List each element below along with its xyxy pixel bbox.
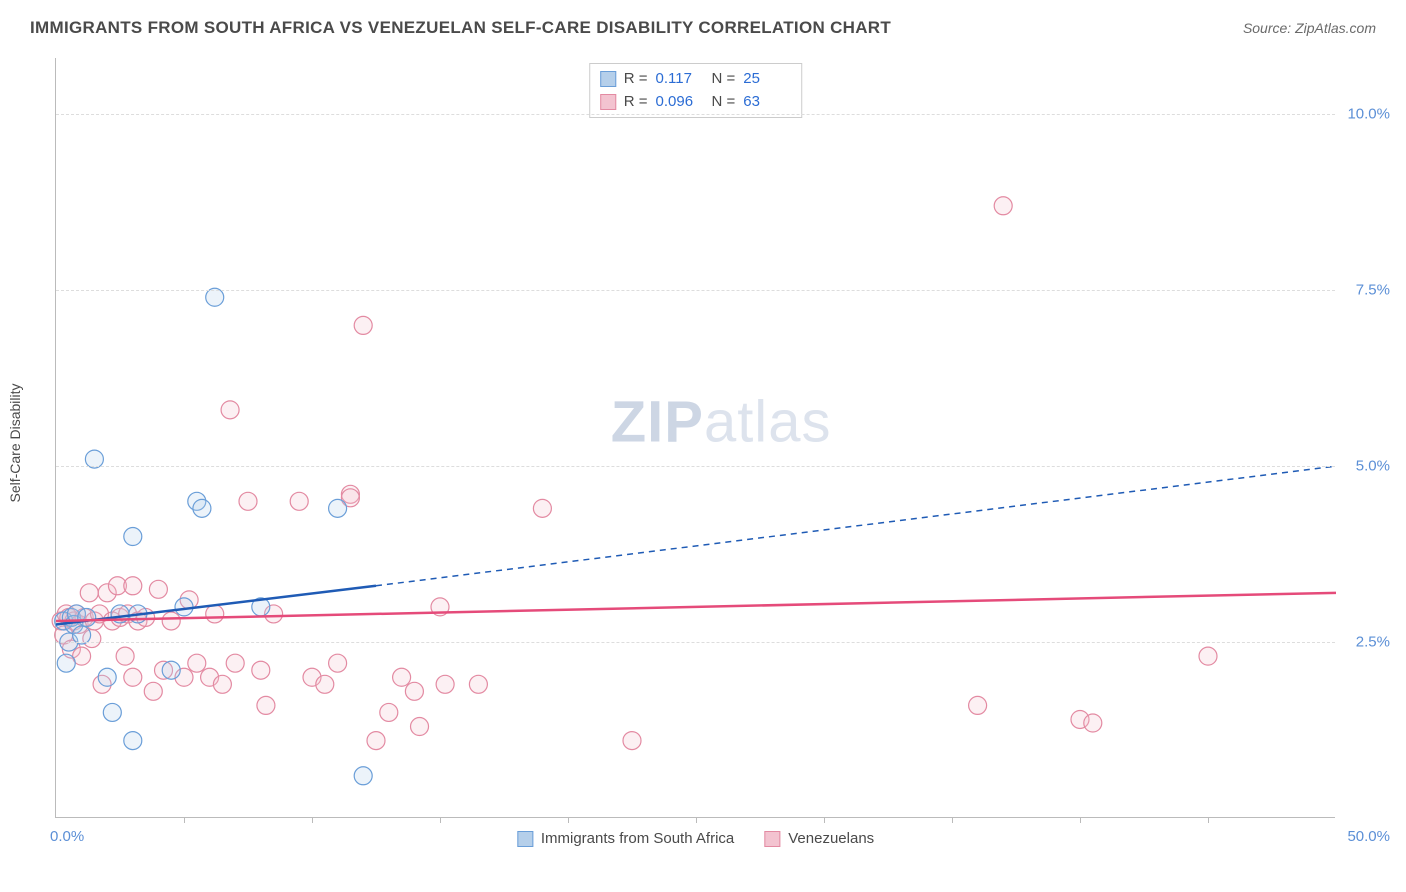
y-tick-label: 10.0% bbox=[1340, 106, 1390, 123]
source-attribution: Source: ZipAtlas.com bbox=[1243, 20, 1376, 36]
legend-swatch bbox=[517, 831, 533, 847]
scatter-point bbox=[162, 661, 180, 679]
legend-swatch bbox=[764, 831, 780, 847]
scatter-point bbox=[206, 605, 224, 623]
x-tick-mark bbox=[696, 817, 697, 823]
legend-label: Immigrants from South Africa bbox=[541, 830, 734, 847]
legend-item: Immigrants from South Africa bbox=[517, 830, 734, 847]
scatter-point bbox=[257, 696, 275, 714]
chart-container: Self-Care Disability ZIPatlas R = 0.117N… bbox=[55, 58, 1375, 828]
scatter-point bbox=[98, 668, 116, 686]
scatter-point bbox=[124, 577, 142, 595]
scatter-point bbox=[103, 703, 121, 721]
scatter-point bbox=[124, 528, 142, 546]
source-prefix: Source: bbox=[1243, 20, 1295, 36]
series-legend: Immigrants from South Africa Venezuelans bbox=[517, 830, 874, 847]
legend-item: Venezuelans bbox=[764, 830, 874, 847]
x-tick-mark bbox=[568, 817, 569, 823]
stat-r-label: R = bbox=[624, 68, 648, 91]
trend-line-dashed bbox=[376, 466, 1336, 586]
gridline bbox=[56, 290, 1335, 291]
scatter-svg bbox=[56, 58, 1336, 818]
y-tick-label: 2.5% bbox=[1340, 634, 1390, 651]
scatter-point bbox=[213, 675, 231, 693]
scatter-point bbox=[1199, 647, 1217, 665]
scatter-point bbox=[411, 718, 429, 736]
x-tick-mark bbox=[1208, 817, 1209, 823]
stats-legend: R = 0.117 N = 25 R = 0.096 N = 63 bbox=[589, 63, 803, 118]
y-axis-label: Self-Care Disability bbox=[7, 383, 23, 502]
scatter-point bbox=[405, 682, 423, 700]
scatter-point bbox=[623, 732, 641, 750]
stat-n-value: 63 bbox=[743, 91, 791, 114]
scatter-point bbox=[239, 492, 257, 510]
scatter-point bbox=[994, 197, 1012, 215]
stat-n-label: N = bbox=[712, 91, 736, 114]
scatter-point bbox=[80, 584, 98, 602]
x-tick-mark bbox=[440, 817, 441, 823]
scatter-point bbox=[162, 612, 180, 630]
scatter-point bbox=[533, 499, 551, 517]
scatter-point bbox=[252, 661, 270, 679]
stats-legend-row: R = 0.117 N = 25 bbox=[600, 68, 792, 91]
plot-area: ZIPatlas R = 0.117N = 25R = 0.096N = 63 … bbox=[55, 58, 1335, 818]
stat-n-label: N = bbox=[712, 68, 736, 91]
x-tick-mark bbox=[1080, 817, 1081, 823]
gridline bbox=[56, 114, 1335, 115]
scatter-point bbox=[316, 675, 334, 693]
trend-line bbox=[56, 593, 1336, 621]
scatter-point bbox=[1084, 714, 1102, 732]
scatter-point bbox=[144, 682, 162, 700]
scatter-point bbox=[393, 668, 411, 686]
scatter-point bbox=[969, 696, 987, 714]
scatter-point bbox=[436, 675, 454, 693]
scatter-point bbox=[290, 492, 308, 510]
scatter-point bbox=[329, 499, 347, 517]
x-origin-label: 0.0% bbox=[50, 828, 84, 845]
gridline bbox=[56, 642, 1335, 643]
source-name: ZipAtlas.com bbox=[1295, 20, 1376, 36]
y-tick-label: 5.0% bbox=[1340, 458, 1390, 475]
x-tick-mark bbox=[312, 817, 313, 823]
scatter-point bbox=[380, 703, 398, 721]
x-tick-mark bbox=[184, 817, 185, 823]
x-tick-mark bbox=[824, 817, 825, 823]
scatter-point bbox=[469, 675, 487, 693]
stat-r-value: 0.096 bbox=[656, 91, 704, 114]
scatter-point bbox=[193, 499, 211, 517]
scatter-point bbox=[149, 580, 167, 598]
scatter-point bbox=[354, 767, 372, 785]
scatter-point bbox=[78, 608, 96, 626]
scatter-point bbox=[124, 732, 142, 750]
stats-legend-row: R = 0.096 N = 63 bbox=[600, 91, 792, 114]
legend-swatch bbox=[600, 71, 616, 87]
gridline bbox=[56, 466, 1335, 467]
scatter-point bbox=[221, 401, 239, 419]
stat-n-value: 25 bbox=[743, 68, 791, 91]
scatter-point bbox=[226, 654, 244, 672]
scatter-point bbox=[175, 598, 193, 616]
scatter-point bbox=[124, 668, 142, 686]
scatter-point bbox=[188, 654, 206, 672]
y-tick-label: 7.5% bbox=[1340, 282, 1390, 299]
scatter-point bbox=[367, 732, 385, 750]
scatter-point bbox=[57, 654, 75, 672]
scatter-point bbox=[329, 654, 347, 672]
legend-label: Venezuelans bbox=[788, 830, 874, 847]
stat-r-label: R = bbox=[624, 91, 648, 114]
chart-title: IMMIGRANTS FROM SOUTH AFRICA VS VENEZUEL… bbox=[30, 18, 891, 38]
stat-r-value: 0.117 bbox=[656, 68, 704, 91]
legend-swatch bbox=[600, 94, 616, 110]
scatter-point bbox=[354, 316, 372, 334]
x-end-label: 50.0% bbox=[1347, 828, 1390, 845]
x-tick-mark bbox=[952, 817, 953, 823]
scatter-point bbox=[116, 647, 134, 665]
